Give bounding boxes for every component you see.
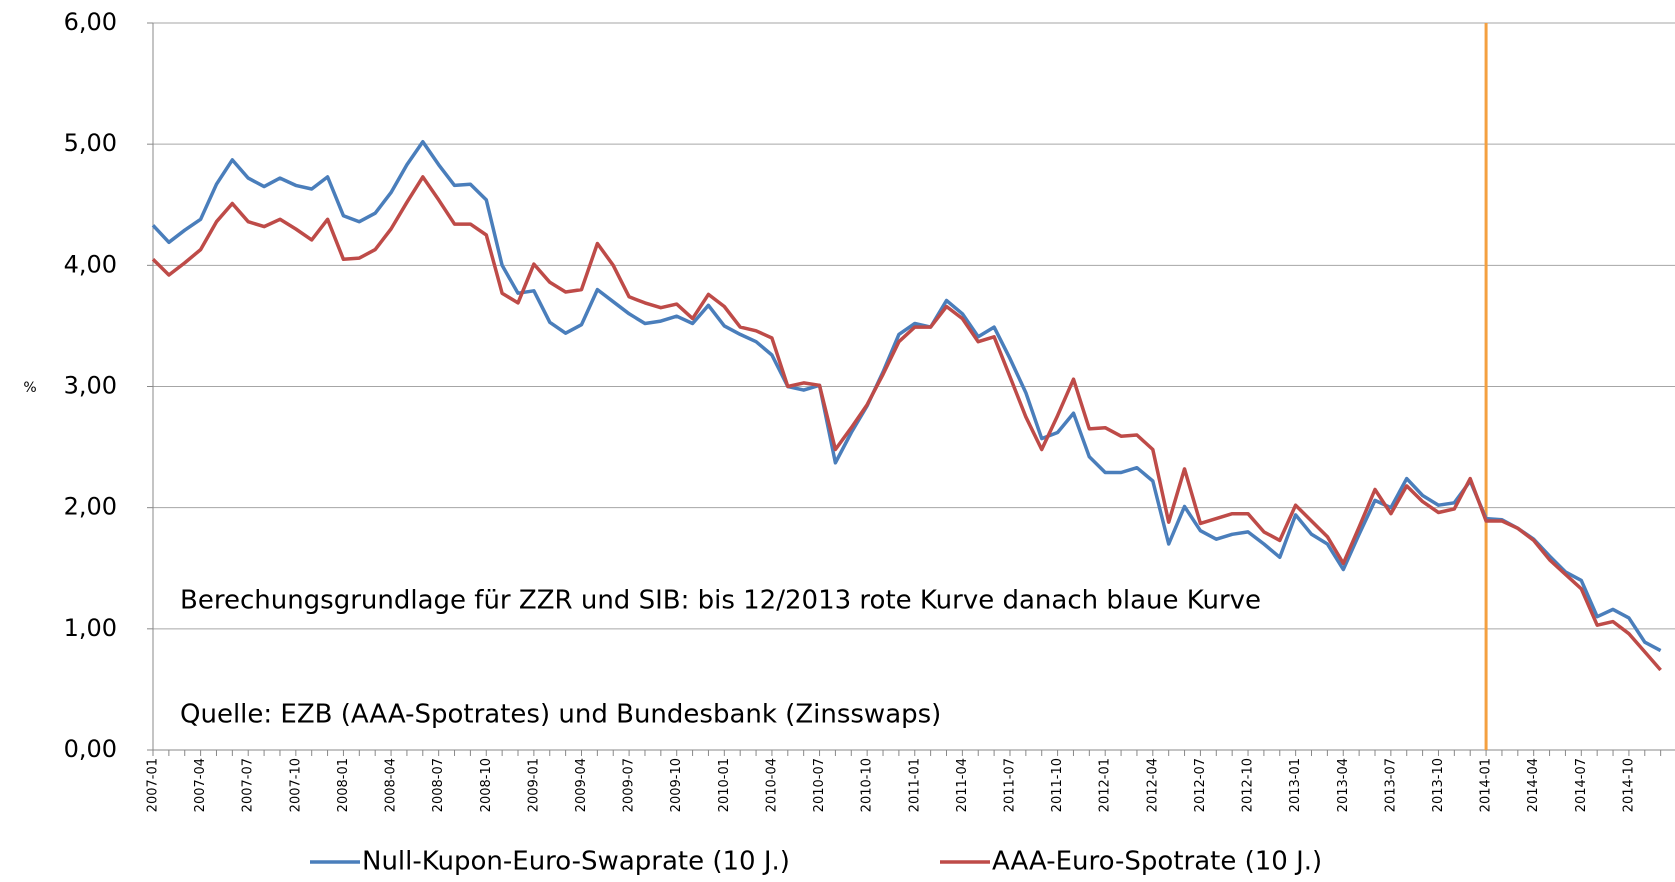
x-tick-label: 2012-10 [1241, 758, 1256, 812]
x-tick-label: 2010-04 [764, 758, 779, 812]
x-tick-label: 2012-07 [1193, 758, 1208, 812]
series-line [151, 175, 1662, 672]
x-tick-label: 2012-01 [1098, 758, 1113, 812]
x-tick-label: 2009-10 [669, 758, 684, 812]
x-tick-label: 2007-01 [146, 758, 161, 812]
legend-label: AAA-Euro-Spotrate (10 J.) [992, 847, 1322, 877]
x-tick-label: 2008-10 [479, 758, 494, 812]
x-tick-label: 2013-04 [1336, 758, 1351, 812]
x-tick-label: 2008-01 [336, 758, 351, 812]
x-tick-label: 2009-01 [526, 758, 541, 812]
x-tick-label: 2009-07 [622, 758, 637, 812]
x-tick-label: 2007-07 [241, 758, 256, 812]
x-tick-label: 2011-01 [907, 758, 922, 812]
x-tick-label: 2007-10 [288, 758, 303, 812]
x-tick-label: 2007-04 [193, 758, 208, 812]
y-tick-label: 6,00 [64, 8, 117, 36]
x-tick-label: 2008-07 [431, 758, 446, 812]
y-tick-label: 1,00 [64, 614, 117, 642]
series-line [151, 139, 1662, 653]
x-tick-label: 2010-01 [717, 758, 732, 812]
x-tick-label: 2012-04 [1145, 758, 1160, 812]
x-tick-label: 2010-10 [860, 758, 875, 812]
x-tick-label: 2014-07 [1574, 758, 1589, 812]
y-tick-label: 4,00 [64, 250, 117, 278]
x-tick-label: 2013-10 [1431, 758, 1446, 812]
legend-label: Null-Kupon-Euro-Swaprate (10 J.) [362, 847, 790, 877]
x-tick-label: 2013-07 [1383, 758, 1398, 812]
y-tick-label: 5,00 [64, 129, 117, 157]
x-tick-label: 2014-01 [1479, 758, 1494, 812]
x-tick-label: 2014-04 [1526, 758, 1541, 812]
x-tick-label: 2008-04 [384, 758, 399, 812]
y-tick-label: 3,00 [64, 372, 117, 400]
x-tick-label: 2013-01 [1288, 758, 1303, 812]
x-tick-label: 2009-04 [574, 758, 589, 812]
annotation: Berechungsgrundlage für ZZR und SIB: bis… [180, 586, 1261, 616]
x-tick-label: 2010-07 [812, 758, 827, 812]
annotation: Quelle: EZB (AAA-Spotrates) und Bundesba… [180, 700, 941, 730]
x-tick-label: 2011-10 [1050, 758, 1065, 812]
x-tick-label: 2011-07 [1002, 758, 1017, 812]
y-axis-label: % [23, 380, 36, 396]
x-tick-label: 2014-10 [1621, 758, 1636, 812]
x-tick-label: 2011-04 [955, 758, 970, 812]
y-tick-label: 2,00 [64, 493, 117, 521]
y-tick-label: 0,00 [64, 735, 117, 763]
